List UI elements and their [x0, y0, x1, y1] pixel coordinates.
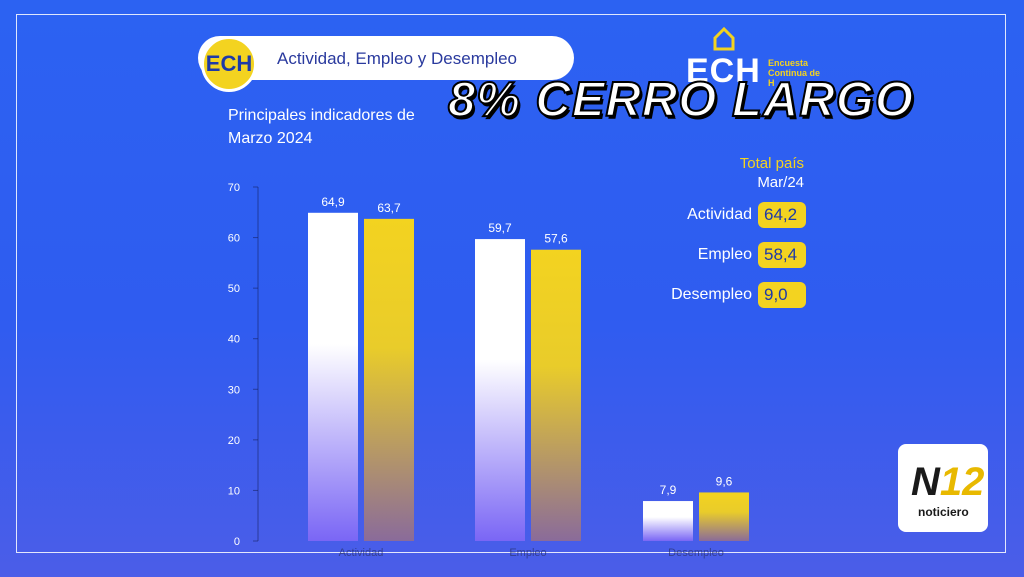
- bar-value-label: 64,9: [321, 195, 345, 209]
- bar: [699, 492, 749, 541]
- total-row-label: Actividad: [687, 206, 752, 223]
- total-row-label: Empleo: [697, 246, 752, 263]
- subtitle-line-1: Principales indicadores de: [228, 107, 415, 124]
- n12-logo: [898, 444, 988, 532]
- total-panel-title: Total país: [739, 155, 804, 172]
- total-panel-header: Total país Mar/24: [740, 154, 804, 192]
- total-row-label: Desempleo: [671, 286, 752, 303]
- total-row-desempleo: Desempleo 9,0: [671, 282, 806, 308]
- total-row-value: 64,2: [758, 202, 806, 228]
- chart-subtitle: Principales indicadores de Marzo 2024: [228, 104, 415, 150]
- bar-value-label: 59,7: [488, 221, 512, 235]
- y-tick-label: 40: [228, 334, 240, 346]
- bar-value-label: 9,6: [716, 474, 733, 488]
- bar: [308, 212, 358, 541]
- bar: [643, 501, 693, 541]
- ech-badge: ECH: [201, 36, 257, 92]
- headline-overlay: 8% CERRO LARGO: [447, 72, 914, 128]
- y-tick-label: 20: [228, 435, 240, 447]
- y-tick-label: 60: [228, 233, 240, 245]
- x-category-label: Actividad: [339, 547, 384, 559]
- brand-tagline-1: Encuesta: [768, 58, 809, 68]
- x-category-label: Desempleo: [668, 547, 724, 559]
- x-category-label: Empleo: [509, 547, 546, 559]
- bar-value-label: 63,7: [377, 201, 401, 215]
- brand-tagline-3: H: [768, 78, 775, 88]
- subtitle-line-2: Marzo 2024: [228, 130, 313, 147]
- section-title: Actividad, Empleo y Desempleo: [277, 49, 518, 68]
- brand-tagline-2: Continua de: [768, 68, 820, 78]
- bar: [475, 239, 525, 542]
- total-row-actividad: Actividad 64,2: [687, 202, 806, 228]
- bar-value-label: 7,9: [660, 483, 677, 497]
- total-row-value: 9,0: [758, 282, 806, 308]
- frame-border: [16, 14, 1006, 553]
- y-tick-label: 30: [228, 384, 240, 396]
- bar: [531, 249, 581, 542]
- y-tick-label: 50: [228, 283, 240, 295]
- house-icon: [713, 26, 735, 51]
- section-pill: [198, 36, 574, 80]
- y-tick-label: 10: [228, 485, 240, 497]
- y-tick-label: 0: [234, 536, 240, 548]
- n12-logo-label: noticiero: [918, 505, 969, 519]
- total-row-empleo: Empleo 58,4: [698, 242, 806, 268]
- bar-value-label: 57,6: [544, 232, 568, 246]
- total-panel-period: Mar/24: [757, 174, 804, 191]
- total-row-value: 58,4: [758, 242, 806, 268]
- brand-logo-text: ECH: [686, 52, 761, 90]
- n12-logo-mark: N12: [911, 460, 984, 505]
- bar: [364, 218, 414, 542]
- n12-letter: N: [911, 460, 940, 504]
- y-tick-label: 70: [228, 182, 240, 194]
- brand-tagline: Encuesta Continua de H: [768, 58, 820, 88]
- n12-number: 12: [939, 460, 985, 504]
